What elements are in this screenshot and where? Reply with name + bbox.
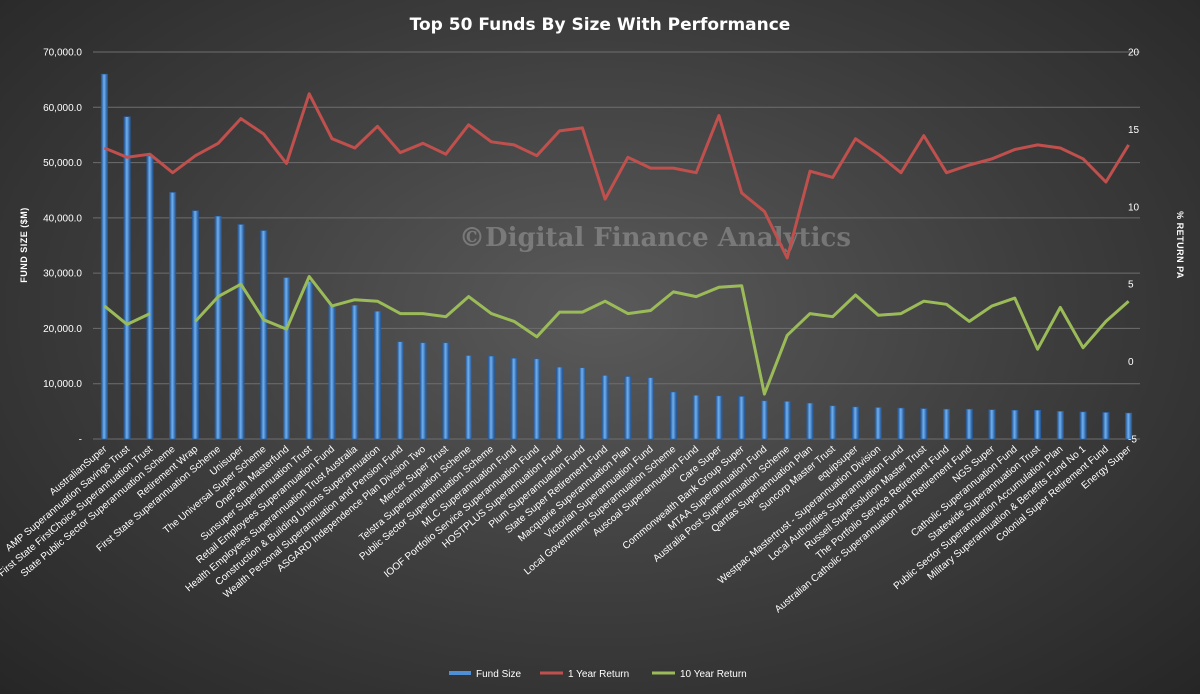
fund-size-bar — [738, 396, 746, 440]
fund-size-bar — [897, 407, 905, 440]
left-tick-label: 70,000.0 — [43, 48, 82, 59]
fund-size-bar — [965, 408, 973, 440]
legend-label-fund-size: Fund Size — [476, 669, 521, 680]
return-lines — [103, 92, 1130, 396]
left-tick-label: - — [79, 435, 82, 446]
fund-size-bar — [806, 402, 814, 440]
fund-size-bar — [169, 192, 177, 440]
right-tick-label: 10 — [1128, 202, 1140, 213]
fund-size-bar — [282, 277, 290, 440]
right-axis-title: % RETURN PA — [1175, 211, 1185, 279]
fund-size-bar — [988, 409, 996, 440]
fund-size-bar — [692, 395, 700, 440]
fund-size-bar — [578, 367, 586, 440]
right-tick-label: 20 — [1128, 48, 1140, 59]
fund-size-bar — [1011, 410, 1019, 440]
legend-label-1-year: 1 Year Return — [568, 669, 629, 680]
fund-size-bar — [123, 116, 131, 440]
fund-size-bar — [214, 215, 222, 440]
left-tick-label: 20,000.0 — [43, 324, 82, 335]
left-tick-label: 40,000.0 — [43, 213, 82, 224]
fund-size-bar — [442, 342, 450, 440]
fund-size-bar — [374, 311, 382, 440]
watermark: ©Digital Finance Analytics — [459, 223, 851, 253]
fund-size-bar — [487, 355, 495, 440]
fund-size-bar — [601, 375, 609, 440]
fund-size-bar — [419, 342, 427, 440]
fund-size-bar — [351, 304, 359, 440]
fund-size-bar — [465, 355, 473, 440]
category-label: State Public Sector Superannuation Schem… — [19, 444, 178, 580]
fund-size-bar — [1125, 412, 1133, 440]
fund-size-bar — [1034, 410, 1042, 440]
fund-size-bar — [1102, 412, 1110, 440]
fund-size-bar — [874, 407, 882, 440]
fund-size-bar — [100, 73, 108, 440]
legend: Fund Size 1 Year Return 10 Year Return — [449, 669, 747, 680]
legend-swatch-fund-size — [449, 671, 471, 675]
fund-size-bar — [715, 395, 723, 440]
fund-size-bars — [100, 73, 1133, 440]
right-axis-ticks: -5 0 5 10 15 20 — [1128, 48, 1140, 446]
gridlines — [93, 51, 1140, 440]
left-tick-label: 30,000.0 — [43, 269, 82, 280]
fund-size-bar — [1056, 411, 1064, 440]
fund-size-bar — [1079, 411, 1087, 440]
fund-size-bar — [760, 400, 768, 440]
chart-title: Top 50 Funds By Size With Performance — [410, 15, 791, 35]
fund-size-bar — [533, 358, 541, 440]
left-axis-ticks: - 10,000.0 20,000.0 30,000.0 40,000.0 50,000.… — [43, 48, 82, 446]
fund-size-bar — [624, 376, 632, 440]
left-tick-label: 10,000.0 — [43, 379, 82, 390]
one-year-return-line — [103, 92, 1130, 260]
right-tick-label: 5 — [1128, 280, 1134, 291]
right-tick-label: -5 — [1128, 435, 1137, 446]
fund-size-bar — [305, 281, 313, 440]
fund-size-bar — [783, 401, 791, 440]
fund-size-bar — [669, 391, 677, 440]
fund-size-bar — [556, 366, 564, 440]
left-axis-title: FUND SIZE ($M) — [19, 207, 29, 283]
fund-size-bar — [920, 408, 928, 440]
fund-size-bar — [191, 210, 199, 440]
fund-size-bar — [943, 408, 951, 440]
fund-size-bar — [328, 304, 336, 440]
fund-size-bar — [829, 405, 837, 440]
fund-size-bar — [146, 155, 154, 440]
ten-year-return-line — [103, 275, 1130, 396]
right-tick-label: 0 — [1128, 357, 1134, 368]
fund-size-bar — [510, 358, 518, 440]
left-tick-label: 50,000.0 — [43, 158, 82, 169]
fund-size-bar — [237, 224, 245, 440]
legend-label-10-year: 10 Year Return — [680, 669, 747, 680]
right-tick-label: 15 — [1128, 125, 1140, 136]
fund-size-bar — [396, 341, 404, 440]
left-tick-label: 60,000.0 — [43, 103, 82, 114]
fund-size-bar — [260, 230, 268, 440]
fund-size-bar — [647, 377, 655, 440]
fund-size-bar — [851, 406, 859, 440]
